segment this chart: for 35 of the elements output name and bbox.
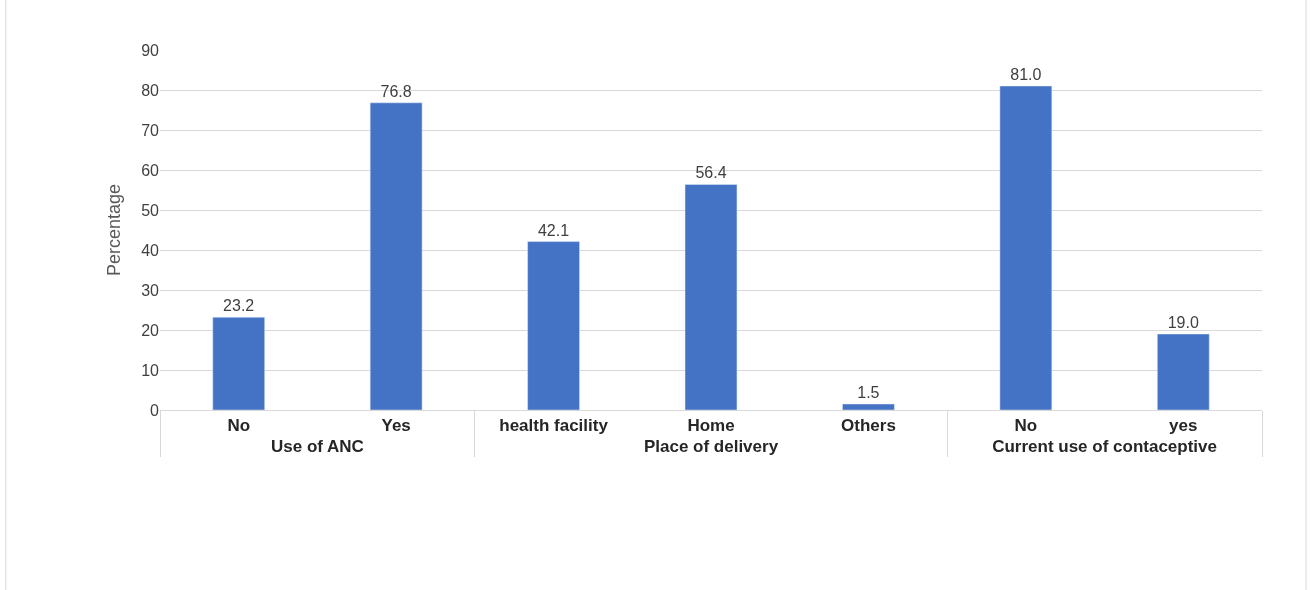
y-tick-label: 50 bbox=[141, 201, 160, 219]
text: Current use of contaceptive bbox=[992, 437, 1217, 457]
y-tick-label: 0 bbox=[150, 401, 160, 419]
y-tick-label: 90 bbox=[141, 41, 160, 59]
bar bbox=[842, 403, 895, 410]
bar bbox=[212, 316, 265, 410]
x-tick-label: Home bbox=[687, 416, 735, 436]
bar bbox=[527, 241, 580, 410]
bar bbox=[369, 102, 423, 410]
y-tick-label: 40 bbox=[141, 241, 160, 259]
bar bbox=[1157, 333, 1210, 410]
x-tick-label: No bbox=[227, 416, 251, 436]
data-label: 76.8 bbox=[380, 82, 412, 100]
x-tick-label: Yes bbox=[381, 416, 411, 436]
y-tick-label: 20 bbox=[141, 321, 160, 339]
x-tick-label: yes bbox=[1169, 416, 1198, 436]
x-tick-label: Others bbox=[841, 416, 896, 436]
data-label: 23.2 bbox=[223, 297, 255, 315]
x-tick-label: health facility bbox=[499, 416, 609, 436]
data-label: 1.5 bbox=[857, 384, 880, 401]
y-tick-label: 10 bbox=[141, 361, 160, 379]
y-tick-label: 30 bbox=[141, 281, 160, 299]
x-tick-label: No bbox=[1014, 416, 1038, 436]
y-tick-label: 70 bbox=[141, 121, 160, 139]
y-tick-label: 80 bbox=[141, 81, 160, 99]
data-label: 56.4 bbox=[695, 164, 727, 182]
text: Place of delivery bbox=[643, 437, 779, 457]
y-axis-title: Percentage bbox=[104, 183, 125, 277]
text: Use of ANC bbox=[270, 437, 364, 457]
data-label: 42.1 bbox=[537, 221, 570, 239]
bar bbox=[684, 184, 738, 410]
data-label: 19.0 bbox=[1167, 314, 1199, 331]
data-label: 81.0 bbox=[1010, 66, 1042, 83]
y-tick-label: 60 bbox=[141, 161, 160, 179]
bar bbox=[999, 85, 1053, 410]
